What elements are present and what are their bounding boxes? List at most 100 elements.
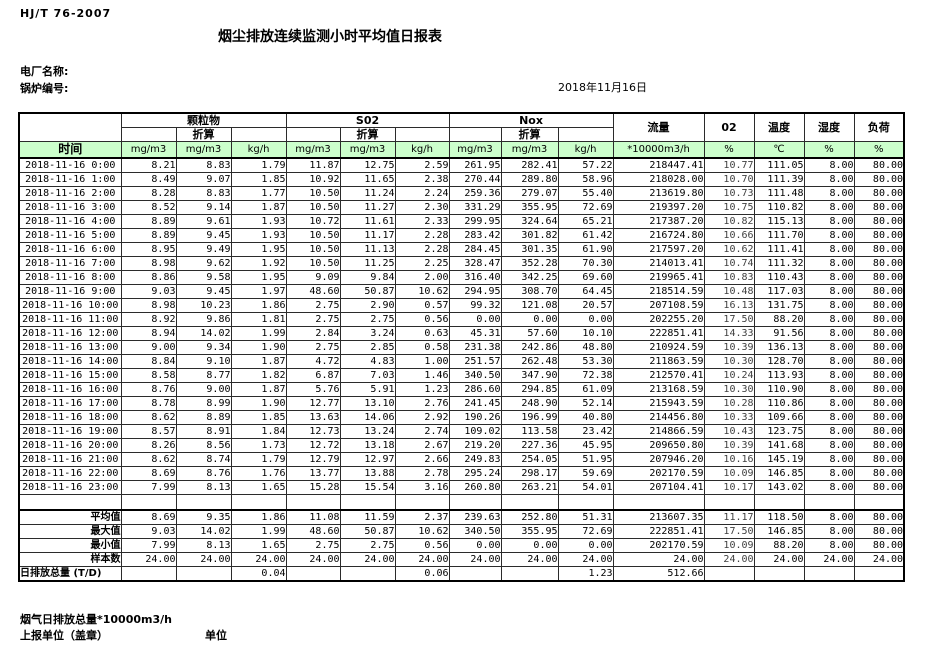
value-cell: 65.21 (557, 214, 614, 229)
value-cell: 1.99 (230, 326, 287, 341)
table-row: 2018-11-16 2:00 8.28 8.83 1.77 10.50 11.24 2.2… (18, 186, 905, 201)
value-cell: 294.85 (500, 382, 559, 397)
value-cell: 8.74 (175, 452, 232, 467)
value-cell: 80.00 (853, 326, 905, 341)
summary-value-cell: 252.80 (500, 509, 559, 525)
value-cell: 196.99 (500, 410, 559, 425)
value-cell: 54.01 (557, 480, 614, 495)
value-cell: 10.24 (703, 368, 755, 383)
value-cell: 1.85 (230, 410, 287, 425)
value-cell: 72.38 (557, 368, 614, 383)
nox-conversion-label: 折算 (500, 127, 559, 142)
pm-conversion-label: 折算 (175, 127, 232, 142)
value-cell: 8.00 (803, 354, 855, 369)
time-cell: 2018-11-16 1:00 (18, 172, 122, 187)
summary-value-cell (448, 566, 502, 582)
value-cell: 7.99 (120, 480, 177, 495)
summary-value-cell: 222851.41 (612, 524, 705, 539)
group-particulate: 颗粒物 (120, 112, 287, 128)
table-row: 2018-11-16 11:00 8.92 9.86 1.81 2.75 2.75 0.56… (18, 312, 905, 327)
table-row: 2018-11-16 21:00 8.62 8.74 1.79 12.79 12.97 2.… (18, 452, 905, 467)
value-cell: 72.69 (557, 200, 614, 215)
summary-value-cell: 11.08 (285, 509, 341, 525)
summary-value-cell: 88.20 (753, 538, 805, 553)
blank-cell (557, 127, 614, 142)
time-cell: 2018-11-16 13:00 (18, 340, 122, 355)
value-cell: 1.93 (230, 228, 287, 243)
value-cell: 80.00 (853, 186, 905, 201)
value-cell: 8.28 (120, 186, 177, 201)
blank-cell (394, 127, 450, 142)
summary-value-cell: 48.60 (285, 524, 341, 539)
value-cell: 48.80 (557, 340, 614, 355)
time-cell: 2018-11-16 4:00 (18, 214, 122, 229)
value-cell: 80.00 (853, 242, 905, 257)
table-row: 2018-11-16 6:00 8.95 9.49 1.95 10.50 11.13 2.2… (18, 242, 905, 257)
value-cell: 11.61 (339, 214, 396, 229)
table-row: 2018-11-16 15:00 8.58 8.77 1.82 6.87 7.03 1.46… (18, 368, 905, 383)
value-cell: 13.88 (339, 466, 396, 481)
summary-value-cell: 239.63 (448, 509, 502, 525)
value-cell: 115.13 (753, 214, 805, 229)
value-cell: 219965.41 (612, 270, 705, 285)
value-cell: 340.50 (448, 368, 502, 383)
value-cell: 80.00 (853, 438, 905, 453)
value-cell: 217597.20 (612, 242, 705, 257)
blank-cell (753, 494, 805, 511)
value-cell: 2.66 (394, 452, 450, 467)
value-cell: 218028.00 (612, 172, 705, 187)
summary-value-cell: 72.69 (557, 524, 614, 539)
summary-value-cell: 1.99 (230, 524, 287, 539)
value-cell: 131.75 (753, 298, 805, 313)
value-cell: 45.95 (557, 438, 614, 453)
blank-cell (612, 494, 705, 511)
summary-value-cell: 24.00 (285, 552, 341, 567)
table-row: 2018-11-16 13:00 9.00 9.34 1.90 2.75 2.85 0.58… (18, 340, 905, 355)
value-cell: 8.52 (120, 200, 177, 215)
summary-value-cell: 2.37 (394, 509, 450, 525)
value-cell: 2.38 (394, 172, 450, 187)
value-cell: 8.00 (803, 326, 855, 341)
value-cell: 12.79 (285, 452, 341, 467)
value-cell: 1.82 (230, 368, 287, 383)
blank-cell (230, 127, 287, 142)
table-row: 2018-11-16 20:00 8.26 8.56 1.73 12.72 13.18 2.… (18, 438, 905, 453)
value-cell: 9.00 (120, 340, 177, 355)
table-row: 2018-11-16 0:00 8.21 8.83 1.79 11.87 12.75 2.5… (18, 157, 905, 173)
blank-cell (803, 494, 855, 511)
value-cell: 113.93 (753, 368, 805, 383)
value-cell: 279.07 (500, 186, 559, 201)
value-cell: 2.76 (394, 396, 450, 411)
value-cell: 8.00 (803, 284, 855, 299)
value-cell: 262.48 (500, 354, 559, 369)
value-cell: 2.75 (285, 340, 341, 355)
summary-value-cell: 24.00 (120, 552, 177, 567)
value-cell: 10.92 (285, 172, 341, 187)
value-cell: 8.00 (803, 368, 855, 383)
value-cell: 218514.59 (612, 284, 705, 299)
group-header-row: 颗粒物 S02 Nox 流量 02 温度 湿度 负荷 (18, 112, 905, 142)
value-cell: 8.56 (175, 438, 232, 453)
summary-value-cell: 24.00 (394, 552, 450, 567)
value-cell: 80.00 (853, 452, 905, 467)
summary-value-cell: 0.00 (557, 538, 614, 553)
value-cell: 8.00 (803, 410, 855, 425)
value-cell: 8.21 (120, 157, 177, 173)
summary-value-cell (753, 566, 805, 582)
value-cell: 111.32 (753, 256, 805, 271)
time-header: 时间 (18, 141, 122, 159)
value-cell: 222851.41 (612, 326, 705, 341)
value-cell: 69.60 (557, 270, 614, 285)
value-cell: 207946.20 (612, 452, 705, 467)
value-cell: 8.78 (120, 396, 177, 411)
value-cell: 61.42 (557, 228, 614, 243)
summary-value-cell: 146.85 (753, 524, 805, 539)
time-cell: 2018-11-16 8:00 (18, 270, 122, 285)
summary-value-cell: 24.00 (500, 552, 559, 567)
table-row: 2018-11-16 19:00 8.57 8.91 1.84 12.73 13.24 2.… (18, 424, 905, 439)
value-cell: 331.29 (448, 200, 502, 215)
value-cell: 259.36 (448, 186, 502, 201)
value-cell: 70.30 (557, 256, 614, 271)
value-cell: 1.87 (230, 200, 287, 215)
value-cell: 8.98 (120, 298, 177, 313)
